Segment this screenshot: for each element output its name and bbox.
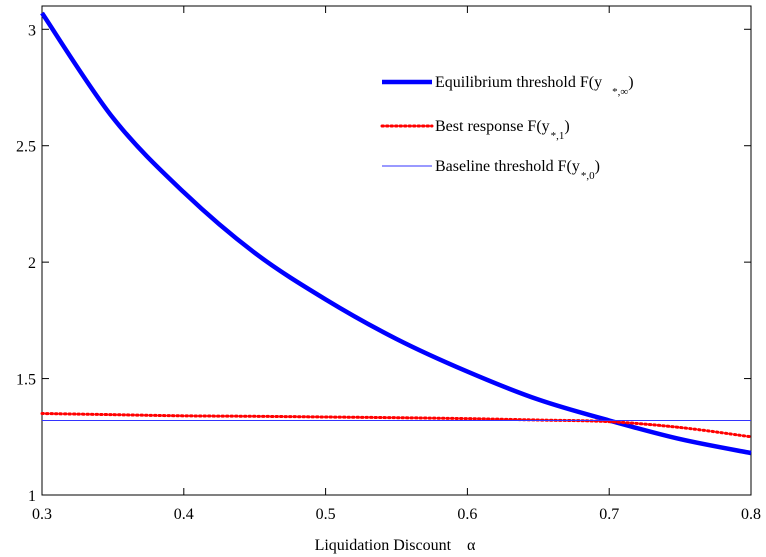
legend-item-baseline: Baseline threshold F(y*,0): [382, 158, 600, 182]
legend-label: Baseline threshold F(y*,0): [435, 158, 600, 182]
legend: Equilibrium threshold F(y*,∞)Best respon…: [380, 74, 634, 182]
legend-item-equilibrium: Equilibrium threshold F(y *,∞): [382, 74, 634, 98]
y-tick-label: 1.5: [16, 372, 36, 389]
plot-area: [41, 5, 752, 496]
x-tick-label: 0.5: [316, 506, 336, 523]
series-layer: [40, 11, 753, 456]
legend-label-main: Baseline threshold F(y: [435, 158, 580, 175]
legend-label-close: ): [564, 118, 569, 135]
x-tick-label: 0.4: [174, 506, 194, 523]
x-tick-label: 0.7: [599, 506, 619, 523]
axes-layer: 0.3 0.4 0.5 0.6 0.7 0.8 1 1.5 2 2.5 3: [16, 6, 761, 523]
y-tick-label: 3: [28, 22, 36, 39]
legend-item-best-response: Best response F(y*,1): [380, 118, 570, 142]
x-axis-title-text: Liquidation Discount: [315, 537, 452, 554]
legend-label-subscript: *,∞: [612, 86, 628, 98]
plot-frame: [41, 5, 752, 496]
legend-label-close: ): [628, 74, 633, 91]
x-tick-label: 0.3: [32, 506, 52, 523]
legend-label-subscript: *,0: [581, 170, 595, 182]
y-tick-label: 2: [28, 255, 36, 272]
y-tick-label: 1: [28, 488, 36, 505]
legend-label-main: Equilibrium threshold F(y: [435, 74, 602, 91]
legend-label-main: Best response F(y: [435, 118, 550, 135]
x-axis-title: Liquidation Discount α: [315, 537, 476, 554]
legend-label: Equilibrium threshold F(y *,∞): [435, 74, 634, 98]
series-best-response-line: [40, 412, 753, 439]
legend-label-close: ): [595, 158, 600, 175]
y-tick-label: 2.5: [16, 139, 36, 156]
legend-label: Best response F(y*,1): [435, 118, 570, 142]
x-axis-title-symbol: α: [467, 537, 476, 554]
legend-label-subscript: *,1: [551, 130, 565, 142]
x-tick-label: 0.6: [457, 506, 477, 523]
x-tick-label: 0.8: [741, 506, 761, 523]
